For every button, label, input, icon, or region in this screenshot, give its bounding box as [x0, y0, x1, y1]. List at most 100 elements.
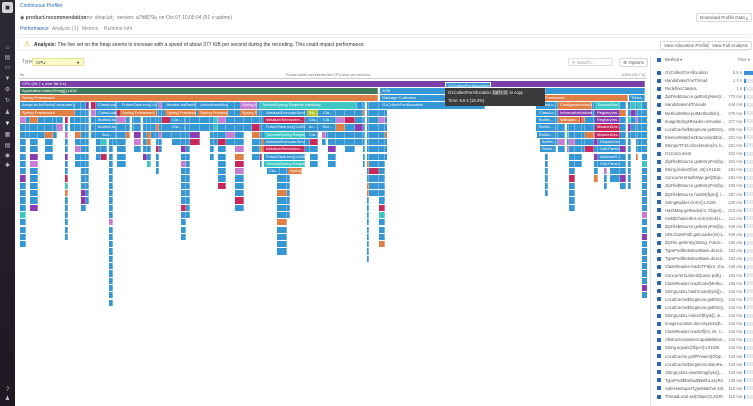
flame-frame[interactable]	[252, 131, 260, 138]
method-list-item[interactable]: StringBuilder.<init>():L#100 230 ms	[657, 199, 753, 206]
flame-frame[interactable]	[369, 109, 379, 116]
method-checkbox[interactable]	[657, 167, 661, 172]
flame-frame[interactable]	[20, 124, 26, 131]
method-list-item[interactable]: RedefineClasses 1 s	[657, 85, 753, 92]
flame-frame[interactable]	[545, 168, 548, 175]
flame-frame[interactable]	[287, 197, 290, 204]
flame-frame[interactable]	[277, 233, 287, 241]
flame-frame[interactable]	[355, 131, 363, 138]
method-checkbox[interactable]	[657, 297, 661, 302]
method-checkbox[interactable]	[657, 354, 661, 358]
flame-frame[interactable]	[101, 153, 107, 160]
flame-frame[interactable]	[379, 226, 385, 233]
flame-frame[interactable]	[642, 146, 647, 153]
flame-frame[interactable]	[558, 146, 565, 153]
flame-frame[interactable]	[159, 146, 162, 153]
flame-frame[interactable]	[287, 190, 290, 197]
flame-frame[interactable]	[147, 153, 151, 160]
flame-frame[interactable]	[109, 270, 113, 277]
flame-frame[interactable]	[218, 138, 226, 146]
flame-frame[interactable]: InitializerServiceIm...	[264, 117, 305, 124]
flame-frame[interactable]: ConfigurationImplLo...	[558, 102, 592, 109]
flame-frame[interactable]	[367, 241, 369, 248]
flame-frame[interactable]	[109, 182, 113, 189]
flame-frame[interactable]	[594, 175, 598, 182]
flame-frame[interactable]	[379, 153, 385, 160]
breadcrumb-continuous-profiler[interactable]: Continuous Profiler	[20, 3, 63, 9]
flame-frame[interactable]	[638, 124, 642, 131]
flame-frame[interactable]	[20, 226, 26, 233]
flame-frame[interactable]	[367, 248, 369, 255]
flame-frame[interactable]	[20, 138, 26, 146]
flame-frame[interactable]	[109, 153, 113, 160]
flame-frame[interactable]	[20, 211, 26, 219]
flame-frame[interactable]	[620, 175, 626, 182]
flame-frame[interactable]	[594, 153, 598, 160]
flame-frame[interactable]	[369, 160, 379, 168]
flame-frame[interactable]	[159, 102, 162, 109]
method-checkbox[interactable]	[657, 305, 661, 310]
flame-frame[interactable]	[558, 138, 565, 146]
flame-frame[interactable]: Tomcat/Spri...	[595, 102, 620, 109]
flame-frame[interactable]	[226, 117, 235, 124]
flame-frame[interactable]	[181, 160, 186, 168]
flame-frame[interactable]	[65, 146, 68, 153]
flame-frame[interactable]	[379, 219, 385, 226]
flame-frame[interactable]	[186, 131, 190, 138]
download-profile-button[interactable]: Download Profile Data ⤓	[696, 13, 753, 22]
flame-frame[interactable]	[45, 117, 53, 124]
flame-frame[interactable]	[594, 168, 598, 175]
flame-frame[interactable]	[252, 153, 260, 160]
flame-frame[interactable]	[363, 131, 365, 138]
flame-frame[interactable]	[310, 138, 318, 146]
flame-frame[interactable]: Iterator.forEachR...	[165, 102, 196, 109]
flame-frame[interactable]: InformationValidator...	[558, 109, 592, 116]
flame-frame[interactable]	[143, 153, 147, 160]
flame-frame[interactable]: Dispatcher...	[598, 138, 620, 146]
flame-frame[interactable]	[159, 117, 162, 124]
flame-frame[interactable]	[260, 131, 262, 138]
flame-frame[interactable]	[367, 219, 369, 226]
flame-frame[interactable]	[642, 197, 647, 204]
flame-frame[interactable]	[363, 102, 365, 109]
flame-frame[interactable]: InitializerServiceIm...	[264, 146, 305, 153]
flame-frame[interactable]	[214, 138, 218, 146]
flame-frame[interactable]: Ar...	[307, 124, 318, 131]
flame-frame[interactable]	[631, 109, 636, 116]
flame-frame[interactable]	[181, 233, 186, 241]
flame-frame[interactable]	[642, 211, 647, 219]
flame-frame[interactable]	[86, 168, 89, 175]
flame-frame[interactable]	[109, 160, 113, 168]
flame-frame[interactable]	[379, 146, 385, 153]
flame-frame[interactable]	[604, 175, 607, 182]
flame-frame[interactable]	[545, 175, 548, 182]
flame-frame[interactable]	[38, 131, 45, 138]
flame-frame[interactable]	[91, 124, 96, 131]
flame-frame[interactable]	[81, 175, 86, 182]
flame-frame[interactable]	[636, 153, 638, 160]
flame-frame[interactable]	[109, 277, 113, 284]
flame-frame[interactable]	[235, 190, 244, 197]
flame-frame[interactable]	[369, 131, 379, 138]
flame-frame[interactable]: ClassLoad...	[96, 102, 116, 109]
flame-frame[interactable]	[81, 109, 86, 116]
flame-frame[interactable]	[65, 226, 68, 233]
flame-frame[interactable]	[143, 138, 147, 146]
flame-frame[interactable]: Garbage Collection	[380, 95, 485, 102]
flame-frame[interactable]	[30, 204, 38, 211]
flame-frame[interactable]: ArrayList.forEach(Consumer):L#...	[20, 102, 75, 109]
flame-frame[interactable]	[575, 160, 582, 168]
flame-frame[interactable]	[156, 138, 159, 146]
flame-frame[interactable]	[186, 190, 190, 197]
method-checkbox[interactable]	[657, 321, 661, 326]
flame-frame[interactable]: Spring Framework	[20, 109, 75, 116]
folder-icon[interactable]: ▭	[4, 65, 11, 71]
flame-frame[interactable]	[367, 175, 369, 182]
flame-frame[interactable]	[260, 117, 262, 124]
flame-frame[interactable]	[109, 241, 113, 248]
flame-frame[interactable]	[75, 102, 81, 109]
flame-frame[interactable]: AbstractExecutorServic...	[264, 138, 305, 146]
flame-frame[interactable]	[369, 102, 379, 109]
flame-frame[interactable]	[109, 168, 113, 175]
flame-frame[interactable]: RegistryIns...	[595, 109, 620, 116]
